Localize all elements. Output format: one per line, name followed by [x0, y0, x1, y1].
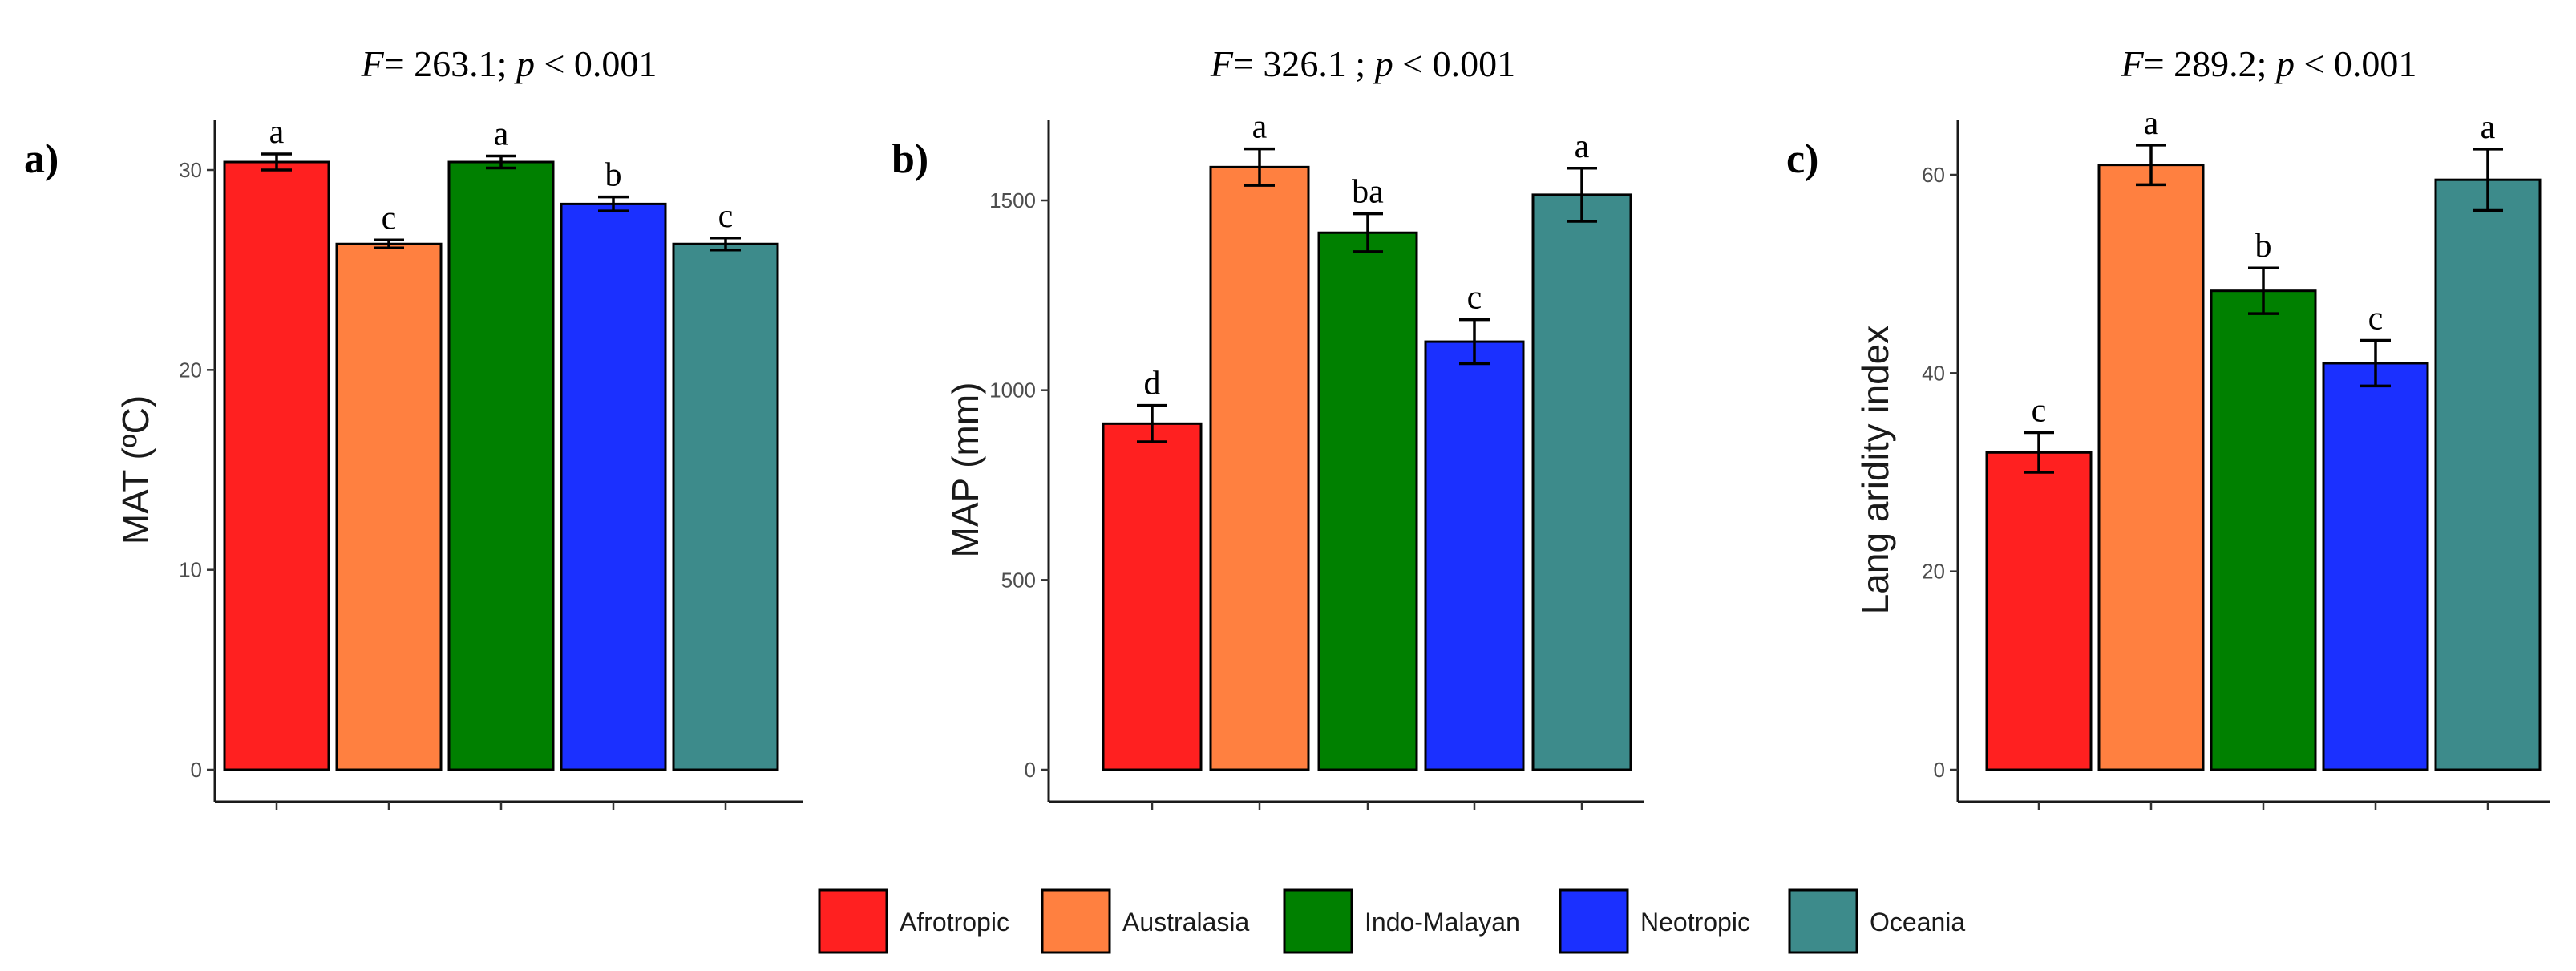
sig-letter-3-3: c — [2368, 301, 2384, 338]
bar-1-afrotropic — [223, 160, 330, 771]
sig-letter-3-2: b — [2255, 228, 2272, 265]
bar-3-afrotropic — [1985, 451, 2093, 771]
y-tick-label-1-0: 0 — [191, 758, 202, 782]
bar-2-australasia — [1209, 165, 1310, 771]
bar-3-australasia — [2097, 164, 2205, 771]
legend-swatch-australasia — [1041, 888, 1111, 954]
bar-2-oceania — [1531, 193, 1632, 771]
y-tick-label-1-3: 30 — [179, 158, 202, 182]
bar-3-indo-malayan — [2210, 289, 2317, 771]
bar-2-neotropic — [1424, 340, 1525, 771]
bar-1-neotropic — [560, 202, 667, 771]
sig-letter-1-2: a — [494, 116, 509, 153]
panel-label-3: c) — [1786, 136, 1818, 182]
stat-title-1: F= 263.1; p < 0.001 — [361, 43, 657, 84]
y-tick-label-3-3: 60 — [1922, 163, 1945, 187]
panel-1: F= 263.1; p < 0.001 a) MAT (ºC) 0 10 20 30 a c a b… — [24, 43, 803, 810]
bar-3-oceania — [2434, 178, 2542, 771]
sig-letter-2-0: d — [1144, 366, 1161, 403]
legend-label-indo-malayan: Indo-Malayan — [1365, 908, 1520, 937]
legend-label-oceania: Oceania — [1870, 908, 1965, 937]
y-tick-label-2-3: 1500 — [989, 188, 1036, 212]
legend-label-neotropic: Neotropic — [1640, 908, 1750, 937]
sig-letter-2-2: ba — [1352, 174, 1384, 211]
bar-2-afrotropic — [1102, 422, 1203, 771]
bar-1-indo-malayan — [447, 160, 555, 771]
y-axis-title-2: MAP (mm) — [944, 382, 986, 558]
sig-letter-3-1: a — [2144, 105, 2159, 142]
sig-letter-1-3: b — [605, 157, 622, 194]
sig-letter-2-1: a — [1252, 109, 1268, 146]
stat-title-2: F= 326.1 ; p < 0.001 — [1210, 43, 1515, 84]
y-axis-title-3: Lang aridity index — [1854, 326, 1896, 615]
y-tick-label-2-0: 0 — [1025, 758, 1036, 782]
stat-title-3: F= 289.2; p < 0.001 — [2121, 43, 2417, 84]
bar-3-neotropic — [2322, 362, 2429, 771]
y-tick-label-2-2: 1000 — [989, 378, 1036, 403]
sig-letter-1-0: a — [269, 114, 285, 151]
panel-label-1: a) — [24, 136, 59, 182]
legend-label-australasia: Australasia — [1122, 908, 1250, 937]
sig-letter-1-4: c — [718, 198, 734, 235]
panel-3: F= 289.2; p < 0.001 c) Lang aridity index 0… — [1786, 43, 2550, 810]
sig-letter-2-4: a — [1575, 128, 1590, 165]
legend-label-afrotropic: Afrotropic — [900, 908, 1009, 937]
sig-letter-3-0: c — [2032, 393, 2047, 430]
y-tick-label-1-2: 20 — [179, 358, 202, 382]
panel-label-2: b) — [892, 136, 928, 182]
y-tick-label-3-2: 40 — [1922, 361, 1945, 385]
bar-1-australasia — [335, 242, 443, 771]
sig-letter-1-1: c — [382, 200, 397, 237]
panel-2: F= 326.1 ; p < 0.001 b) MAP (mm) 0 500 1000 15… — [892, 43, 1644, 810]
y-tick-label-2-1: 500 — [1001, 568, 1036, 592]
bar-2-indo-malayan — [1317, 231, 1418, 771]
legend-swatch-neotropic — [1559, 888, 1629, 954]
sig-letter-2-3: c — [1467, 280, 1482, 317]
legend-swatch-afrotropic — [818, 888, 888, 954]
y-tick-label-1-1: 10 — [179, 558, 202, 582]
bar-1-oceania — [672, 242, 779, 771]
legend-swatch-indo-malayan — [1283, 888, 1353, 954]
legend: Afrotropic Australasia Indo-Malayan Neotrop… — [818, 888, 1965, 954]
legend-swatch-oceania — [1788, 888, 1858, 954]
sig-letter-3-4: a — [2481, 109, 2496, 146]
y-axis-title-1: MAT (ºC) — [115, 395, 156, 544]
y-tick-label-3-1: 20 — [1922, 560, 1945, 584]
y-tick-label-3-0: 0 — [1934, 758, 1945, 782]
